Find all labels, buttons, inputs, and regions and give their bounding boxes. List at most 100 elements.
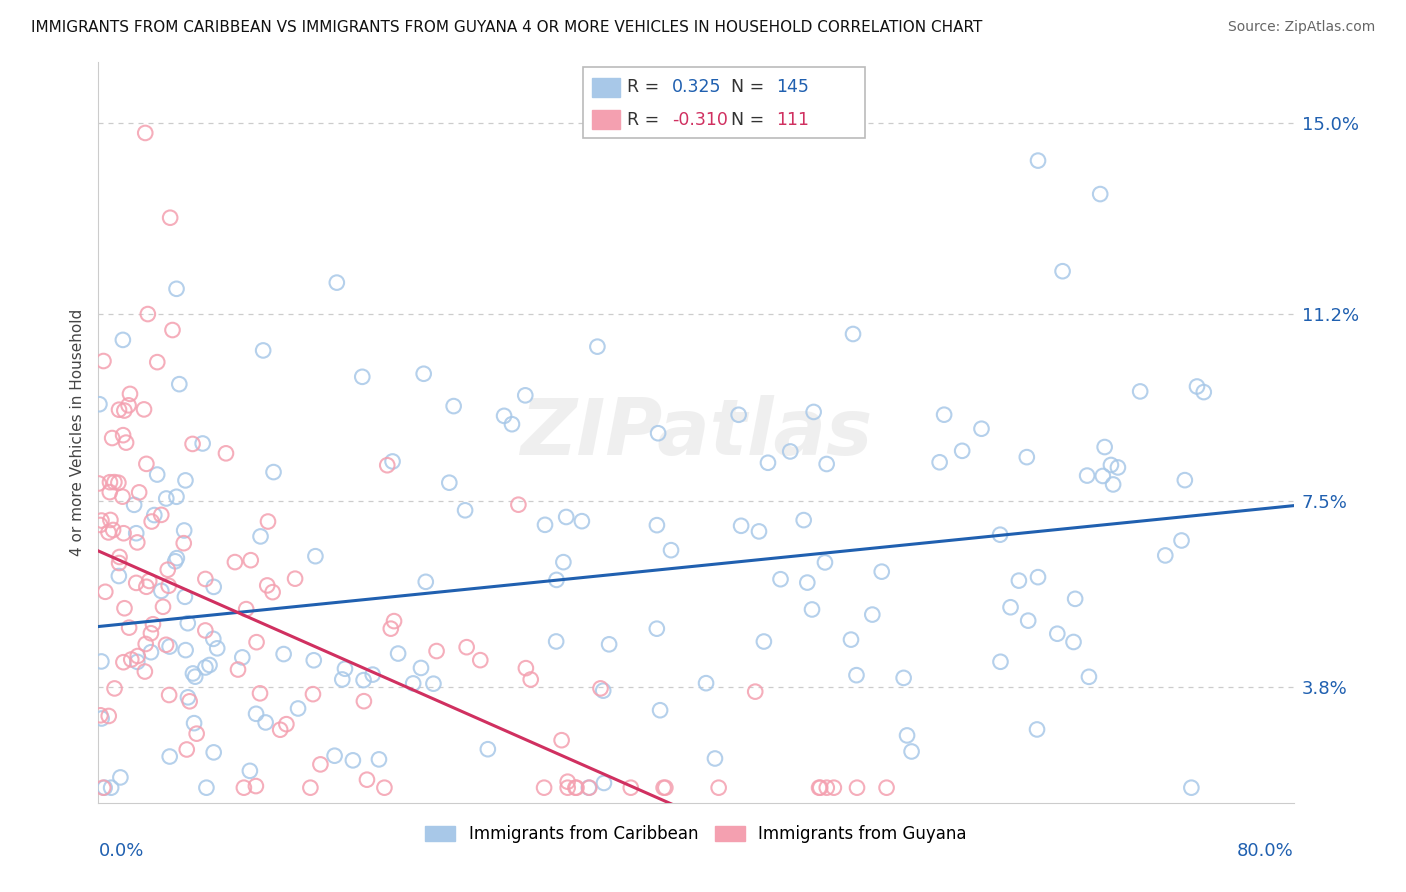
Point (900, 744, 922, 758)
Point (108, 402, 131, 417)
Point (245, 706, 267, 721)
Point (90, 655, 112, 669)
Point (1174, 473, 1197, 487)
Point (239, 553, 262, 567)
Point (793, 513, 815, 527)
Point (166, 551, 188, 566)
Point (181, 437, 204, 451)
Point (155, 491, 177, 506)
Point (194, 624, 217, 638)
Point (127, 655, 149, 669)
Point (659, 543, 682, 558)
Point (801, 602, 824, 616)
Point (1077, 670, 1099, 684)
Point (157, 579, 180, 593)
Point (1026, 153, 1049, 168)
Point (125, 575, 148, 590)
Point (186, 726, 208, 740)
Point (127, 648, 149, 663)
Point (470, 653, 492, 667)
Text: N =: N = (731, 78, 770, 96)
Point (97, 709, 120, 723)
Point (226, 663, 249, 677)
Point (309, 757, 332, 772)
Point (107, 475, 129, 490)
Point (815, 457, 838, 471)
Point (98, 485, 121, 500)
Point (375, 458, 398, 473)
Point (87, 476, 110, 491)
Point (91, 780, 114, 795)
Point (132, 402, 155, 417)
Text: 145: 145 (776, 78, 808, 96)
Point (166, 282, 188, 296)
Point (477, 742, 499, 756)
Point (120, 652, 142, 666)
Point (695, 676, 717, 690)
Point (122, 498, 145, 512)
Point (515, 661, 537, 675)
Point (950, 443, 973, 458)
Point (756, 456, 779, 470)
Point (159, 640, 181, 654)
Text: 80.0%: 80.0% (1237, 842, 1294, 860)
Point (155, 638, 177, 652)
Point (586, 340, 609, 354)
Point (118, 387, 141, 401)
Point (117, 398, 139, 412)
Point (1000, 600, 1022, 615)
Point (356, 772, 378, 787)
Point (1192, 385, 1215, 400)
Point (146, 467, 169, 482)
Point (128, 485, 150, 500)
Point (101, 431, 124, 445)
Point (215, 446, 238, 460)
Point (846, 780, 869, 795)
Point (519, 673, 541, 687)
Legend: Immigrants from Caribbean, Immigrants from Guyana: Immigrants from Caribbean, Immigrants fr… (419, 819, 973, 850)
Point (89, 517, 111, 532)
Point (232, 780, 254, 795)
Point (769, 572, 792, 586)
Point (101, 523, 124, 537)
Point (970, 422, 993, 436)
Point (108, 569, 131, 583)
Point (125, 526, 148, 541)
Point (353, 694, 375, 708)
Point (342, 753, 364, 767)
Point (245, 635, 267, 649)
Point (135, 580, 157, 594)
Point (422, 676, 444, 690)
Point (114, 601, 136, 615)
Point (127, 535, 149, 549)
Point (534, 517, 557, 532)
Point (1170, 533, 1192, 548)
Point (89, 708, 111, 723)
Point (439, 475, 461, 490)
Point (177, 690, 200, 705)
Point (333, 662, 356, 676)
Point (707, 780, 730, 795)
Point (205, 641, 228, 656)
Point (181, 666, 204, 681)
Point (860, 607, 883, 622)
Point (823, 780, 845, 795)
Point (162, 323, 184, 337)
Point (249, 686, 271, 700)
Point (402, 676, 425, 690)
Point (135, 457, 157, 471)
Point (988, 527, 1011, 541)
Point (93, 780, 115, 795)
Point (352, 369, 374, 384)
Point (110, 771, 132, 785)
Point (141, 515, 163, 529)
Point (245, 779, 267, 793)
Point (159, 211, 181, 225)
Point (1180, 780, 1202, 795)
Point (546, 634, 568, 648)
Point (112, 428, 135, 442)
Point (555, 510, 578, 524)
Point (299, 780, 322, 795)
Point (515, 388, 537, 402)
Point (645, 622, 668, 636)
